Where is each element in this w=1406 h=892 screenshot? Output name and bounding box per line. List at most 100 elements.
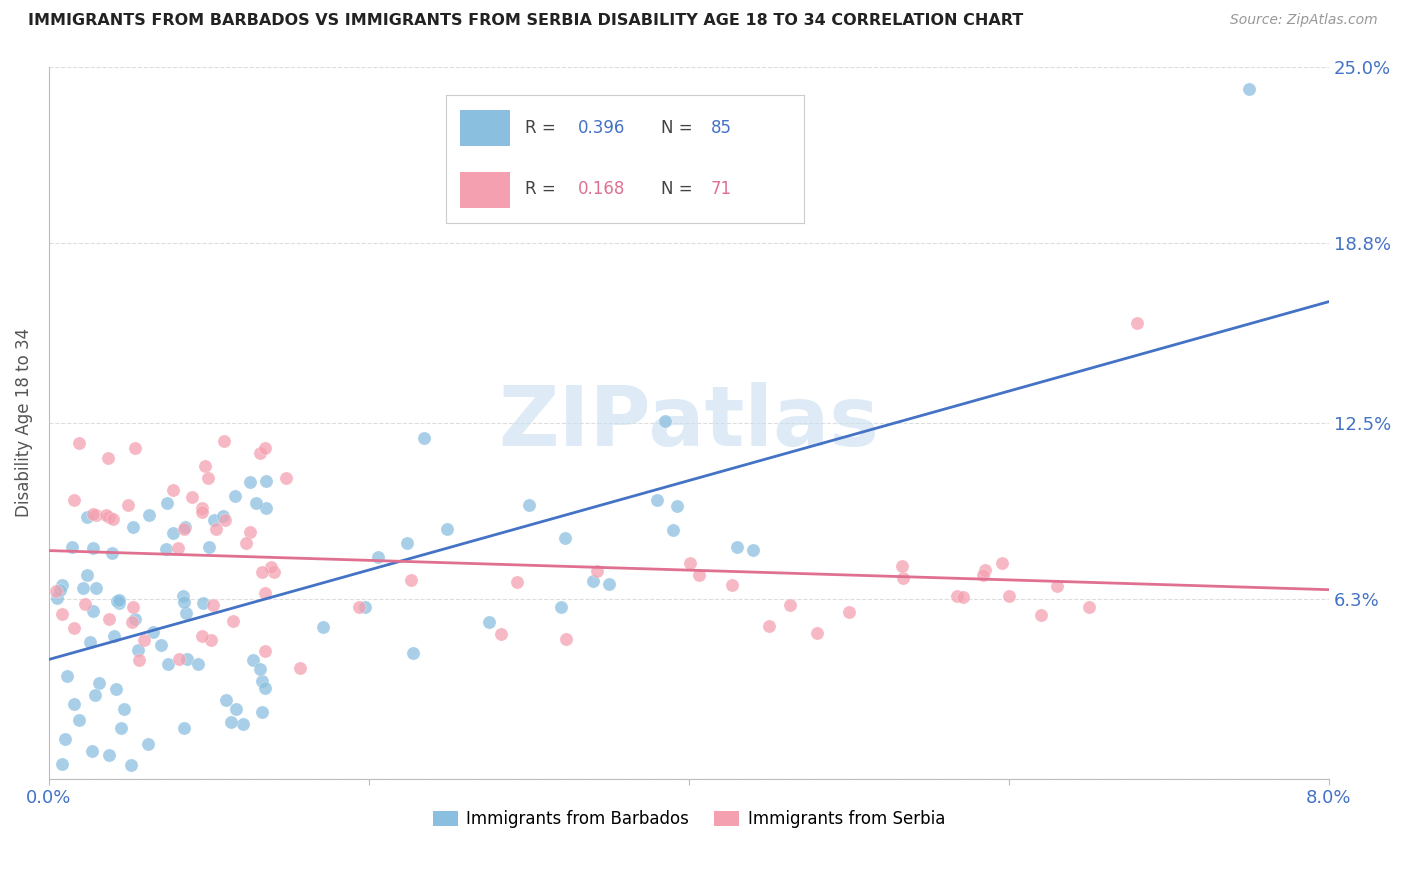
- Point: [679, 556, 702, 570]
- Point: [124, 441, 146, 455]
- Point: [51, 578, 73, 592]
- Point: [110, 721, 132, 735]
- Point: [517, 498, 540, 512]
- Point: [150, 638, 173, 652]
- Point: [79, 634, 101, 648]
- Point: [973, 563, 995, 577]
- Point: [173, 721, 195, 735]
- Point: [155, 541, 177, 556]
- Point: [806, 626, 828, 640]
- Point: [82, 541, 104, 556]
- Point: [1077, 600, 1099, 615]
- Point: [136, 738, 159, 752]
- Point: [200, 632, 222, 647]
- Point: [506, 574, 529, 589]
- Point: [662, 523, 685, 537]
- Point: [112, 702, 135, 716]
- Point: [254, 644, 277, 658]
- Point: [67, 713, 90, 727]
- Point: [555, 632, 578, 646]
- Point: [108, 592, 131, 607]
- Point: [1237, 82, 1260, 96]
- Text: Source: ZipAtlas.com: Source: ZipAtlas.com: [1230, 13, 1378, 28]
- Point: [666, 499, 689, 513]
- Point: [62, 621, 84, 635]
- Point: [253, 585, 276, 599]
- Point: [49, 582, 72, 597]
- Point: [67, 435, 90, 450]
- Point: [413, 431, 436, 445]
- Point: [221, 614, 243, 628]
- Point: [193, 596, 215, 610]
- Point: [254, 681, 277, 696]
- Point: [121, 615, 143, 629]
- Point: [167, 652, 190, 666]
- Point: [489, 627, 512, 641]
- Point: [758, 619, 780, 633]
- Point: [101, 546, 124, 560]
- Point: [354, 600, 377, 615]
- Point: [108, 596, 131, 610]
- Point: [87, 675, 110, 690]
- Point: [166, 541, 188, 555]
- Point: [250, 705, 273, 719]
- Point: [252, 566, 274, 580]
- Point: [76, 568, 98, 582]
- Point: [952, 590, 974, 604]
- Point: [45, 591, 67, 606]
- Point: [187, 657, 209, 672]
- Point: [204, 522, 226, 536]
- Point: [972, 567, 994, 582]
- Point: [312, 620, 335, 634]
- Point: [98, 747, 121, 762]
- Point: [720, 578, 742, 592]
- Point: [51, 607, 73, 621]
- Point: [55, 669, 77, 683]
- Point: [98, 509, 121, 524]
- Point: [103, 512, 125, 526]
- Point: [82, 744, 104, 758]
- Point: [84, 581, 107, 595]
- Point: [219, 714, 242, 729]
- Point: [1046, 579, 1069, 593]
- Point: [176, 607, 198, 621]
- Point: [202, 513, 225, 527]
- Point: [76, 510, 98, 524]
- Point: [173, 521, 195, 535]
- Point: [1029, 607, 1052, 622]
- Point: [946, 590, 969, 604]
- Point: [97, 451, 120, 466]
- Point: [157, 657, 180, 672]
- Point: [550, 600, 572, 615]
- Point: [212, 508, 235, 523]
- Point: [105, 593, 128, 607]
- Point: [98, 612, 121, 626]
- Y-axis label: Disability Age 18 to 34: Disability Age 18 to 34: [15, 328, 32, 517]
- Point: [94, 508, 117, 523]
- Point: [174, 520, 197, 534]
- Point: [742, 542, 765, 557]
- Point: [232, 717, 254, 731]
- Point: [191, 629, 214, 643]
- Point: [254, 475, 277, 489]
- Point: [554, 531, 576, 545]
- Point: [82, 507, 104, 521]
- Point: [838, 605, 860, 619]
- Point: [53, 731, 76, 746]
- Point: [176, 652, 198, 666]
- Point: [249, 662, 271, 676]
- Point: [399, 573, 422, 587]
- Point: [181, 491, 204, 505]
- Point: [598, 576, 620, 591]
- Legend: Immigrants from Barbados, Immigrants from Serbia: Immigrants from Barbados, Immigrants fro…: [426, 804, 952, 835]
- Point: [367, 550, 389, 565]
- Point: [84, 688, 107, 702]
- Point: [396, 536, 419, 550]
- Point: [239, 525, 262, 540]
- Point: [1126, 316, 1149, 330]
- Point: [103, 629, 125, 643]
- Point: [117, 498, 139, 512]
- Point: [128, 653, 150, 667]
- Point: [890, 558, 912, 573]
- Point: [436, 523, 458, 537]
